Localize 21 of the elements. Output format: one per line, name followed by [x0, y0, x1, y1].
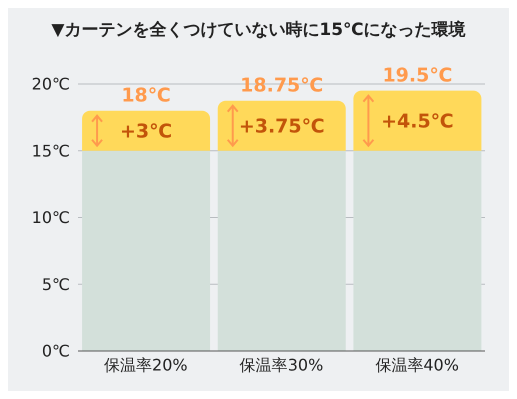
data-label: +4.5℃	[381, 110, 454, 133]
data-label: +3℃	[120, 120, 172, 143]
bar	[353, 90, 482, 151]
y-tick-label: 0℃	[42, 342, 70, 361]
bar	[218, 100, 346, 151]
total-label: 18.75℃	[240, 74, 324, 97]
y-tick-label: 15℃	[32, 141, 70, 160]
x-tick-label: 保温率20%	[104, 355, 188, 374]
y-tick-label: 10℃	[32, 208, 70, 228]
chart-title: ▼カーテンを全くつけていない時に15℃になった環境	[50, 19, 467, 42]
bar	[82, 150, 210, 351]
y-tick-label: 20℃	[32, 74, 70, 94]
bar	[218, 150, 346, 351]
data-label: +3.75℃	[238, 116, 325, 138]
bar	[353, 150, 482, 351]
y-tick-label: 5℃	[42, 274, 70, 294]
x-tick-label: 保温率30%	[240, 355, 324, 374]
total-label: 18℃	[121, 84, 171, 107]
bar	[82, 110, 210, 151]
total-label: 19.5℃	[382, 64, 452, 87]
x-tick-label: 保温率40%	[375, 355, 459, 374]
